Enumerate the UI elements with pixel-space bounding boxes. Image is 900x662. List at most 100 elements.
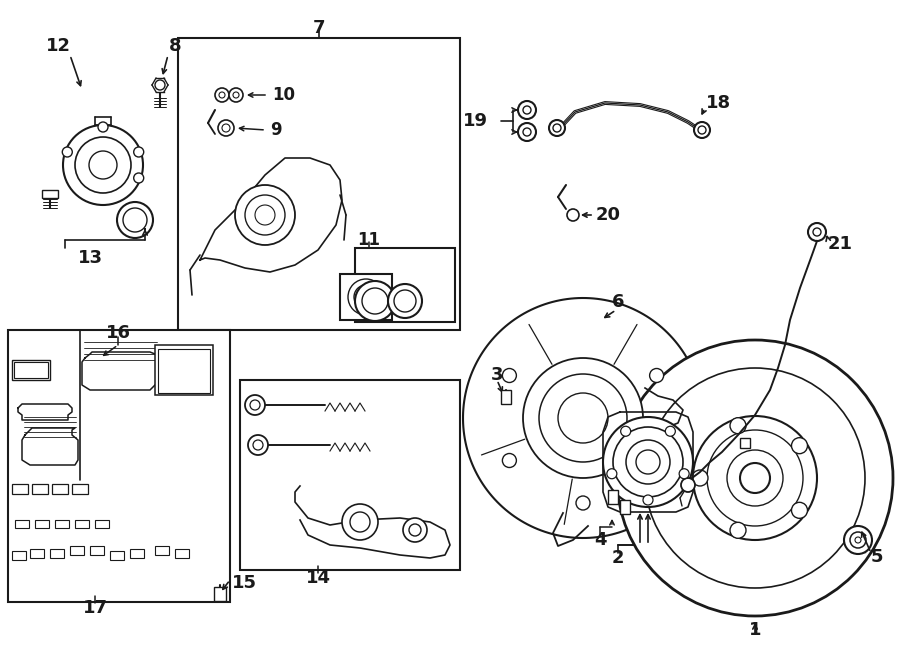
Text: 8: 8 <box>168 37 181 55</box>
Bar <box>608 490 618 504</box>
Bar <box>75 520 89 528</box>
Text: 15: 15 <box>232 574 257 592</box>
Circle shape <box>245 195 285 235</box>
Circle shape <box>603 417 693 507</box>
Circle shape <box>740 463 770 493</box>
Bar <box>620 500 630 514</box>
Circle shape <box>621 426 631 436</box>
Circle shape <box>361 292 371 302</box>
Bar <box>740 438 750 448</box>
Text: 10: 10 <box>272 86 295 104</box>
Bar <box>155 546 169 555</box>
Circle shape <box>75 137 131 193</box>
Text: 5: 5 <box>871 548 884 566</box>
Text: 13: 13 <box>77 249 103 267</box>
Circle shape <box>855 537 861 543</box>
Circle shape <box>403 518 427 542</box>
Circle shape <box>253 440 263 450</box>
Bar <box>95 520 109 528</box>
Circle shape <box>233 92 239 98</box>
Circle shape <box>693 416 817 540</box>
Circle shape <box>229 88 243 102</box>
Circle shape <box>222 124 230 132</box>
Circle shape <box>155 80 165 90</box>
Circle shape <box>362 288 388 314</box>
Circle shape <box>134 173 144 183</box>
Bar <box>214 587 226 601</box>
Text: 11: 11 <box>357 231 381 249</box>
Circle shape <box>665 426 675 436</box>
Bar <box>355 248 455 322</box>
Circle shape <box>576 496 590 510</box>
Circle shape <box>553 124 561 132</box>
Circle shape <box>730 522 746 538</box>
Circle shape <box>680 469 689 479</box>
Bar <box>130 549 144 558</box>
Circle shape <box>791 438 807 453</box>
Circle shape <box>502 453 517 467</box>
Circle shape <box>549 120 565 136</box>
Text: 16: 16 <box>105 324 130 342</box>
Circle shape <box>350 512 370 532</box>
Text: 2: 2 <box>612 549 625 567</box>
Circle shape <box>808 223 826 241</box>
Text: 6: 6 <box>612 293 625 311</box>
Circle shape <box>89 151 117 179</box>
Circle shape <box>409 524 421 536</box>
Bar <box>175 549 189 558</box>
Circle shape <box>354 285 378 309</box>
Bar <box>55 520 69 528</box>
Bar <box>90 546 104 555</box>
Circle shape <box>388 284 422 318</box>
Bar <box>158 349 210 393</box>
Text: 12: 12 <box>46 37 70 55</box>
Circle shape <box>134 147 144 157</box>
Text: 14: 14 <box>305 569 330 587</box>
Circle shape <box>219 92 225 98</box>
Circle shape <box>645 368 865 588</box>
Bar <box>12 551 26 560</box>
Bar <box>42 190 58 198</box>
Text: 4: 4 <box>594 531 607 549</box>
Circle shape <box>539 374 627 462</box>
Circle shape <box>98 122 108 132</box>
Circle shape <box>650 369 663 383</box>
Bar <box>14 362 48 378</box>
Bar <box>15 520 29 528</box>
Circle shape <box>218 120 234 136</box>
Circle shape <box>617 340 893 616</box>
Circle shape <box>730 418 746 434</box>
Circle shape <box>117 202 153 238</box>
Circle shape <box>245 395 265 415</box>
Bar <box>12 484 28 494</box>
Circle shape <box>850 532 866 548</box>
Bar <box>12 360 50 380</box>
Circle shape <box>791 502 807 518</box>
Circle shape <box>692 470 708 486</box>
Circle shape <box>813 228 821 236</box>
Circle shape <box>613 427 683 497</box>
Circle shape <box>394 290 416 312</box>
Text: 21: 21 <box>828 235 853 253</box>
Circle shape <box>681 478 695 492</box>
Bar <box>70 546 84 555</box>
Text: 9: 9 <box>270 121 282 139</box>
Circle shape <box>235 185 295 245</box>
Bar <box>110 551 124 560</box>
Circle shape <box>215 88 229 102</box>
Circle shape <box>844 526 872 554</box>
Circle shape <box>518 101 536 119</box>
Circle shape <box>355 281 395 321</box>
Circle shape <box>650 453 663 467</box>
Circle shape <box>523 358 643 478</box>
Bar <box>501 390 511 404</box>
Circle shape <box>626 440 670 484</box>
Bar <box>35 520 49 528</box>
Circle shape <box>636 450 660 474</box>
Circle shape <box>523 106 531 114</box>
Circle shape <box>567 209 579 221</box>
Bar <box>340 274 392 320</box>
Circle shape <box>62 147 72 157</box>
Circle shape <box>698 126 706 134</box>
Circle shape <box>255 205 275 225</box>
